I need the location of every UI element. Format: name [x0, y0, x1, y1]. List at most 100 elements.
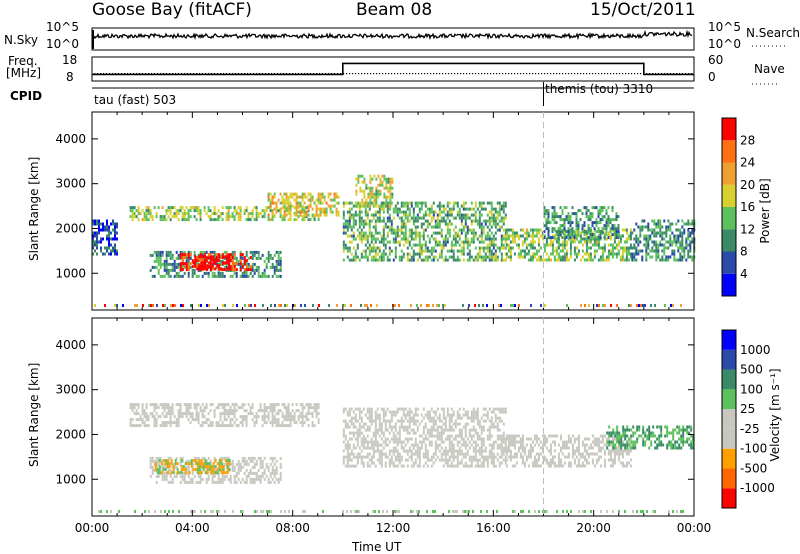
scatter-pixel	[647, 228, 650, 232]
scatter-pixel	[205, 250, 208, 254]
scatter-pixel	[470, 455, 473, 459]
nave-dot	[202, 73, 204, 75]
scatter-pixel	[155, 421, 158, 425]
scatter-pixel	[275, 201, 278, 205]
nave-dot	[616, 73, 618, 75]
scatter-pixel	[474, 234, 477, 238]
scatter-pixel	[601, 246, 604, 250]
scatter-pixel	[293, 415, 296, 419]
scatter-pixel	[237, 215, 240, 219]
scatter-pixel	[494, 243, 497, 247]
scatter-pixel	[494, 237, 497, 241]
scatter-pixel	[348, 437, 351, 441]
scatter-pixel	[488, 252, 491, 256]
scatter-pixel	[402, 407, 405, 411]
scatter-pixel	[593, 233, 596, 237]
scatter-pixel	[92, 252, 94, 256]
scatter-pixel	[149, 459, 152, 463]
scatter-pixel	[458, 416, 461, 420]
scatter-pixel	[404, 210, 407, 214]
scatter-pixel	[406, 464, 409, 468]
scatter-pixel	[412, 416, 415, 420]
scatter-pixel	[360, 437, 363, 441]
scatter-pixel	[484, 458, 487, 462]
scatter-pixel	[579, 240, 582, 244]
scatter-pixel	[277, 477, 280, 481]
scatter-pixel	[267, 259, 270, 263]
scatter-pixel	[207, 412, 210, 416]
scatter-pixel	[476, 449, 479, 453]
scatter-pixel	[621, 234, 624, 238]
scatter-pixel	[167, 268, 170, 272]
scatter-pixel	[440, 228, 443, 232]
scatter-pixel	[344, 455, 347, 459]
scatter-pixel	[488, 234, 491, 238]
scatter-pixel	[301, 403, 304, 407]
scatter-pixel	[185, 259, 188, 263]
scatter-pixel	[279, 192, 282, 196]
scatter-pixel	[335, 192, 338, 196]
scatter-pixel	[496, 437, 499, 441]
scatter-pixel	[249, 265, 252, 269]
scatter-pixel	[354, 237, 357, 241]
nave-dot	[124, 73, 126, 75]
scatter-pixel	[299, 204, 302, 208]
nave-dot	[181, 73, 183, 75]
scatter-pixel	[661, 225, 664, 229]
scatter-pixel	[177, 265, 180, 269]
scatter-pixel	[460, 240, 463, 244]
scatter-pixel	[440, 252, 443, 256]
scatter-pixel	[380, 452, 383, 456]
scatter-pixel	[460, 458, 463, 462]
scatter-pixel	[513, 237, 516, 241]
scatter-pixel	[633, 246, 636, 250]
scatter-pixel	[381, 183, 384, 187]
scatter-pixel	[432, 201, 435, 205]
scatter-pixel	[661, 234, 664, 238]
scatter-pixel	[108, 228, 110, 232]
scatter-pixel	[259, 256, 262, 260]
nave-dot	[106, 73, 108, 75]
scatter-pixel	[442, 246, 445, 250]
scatter-pixel	[354, 222, 357, 226]
scatter-pixel	[241, 271, 244, 275]
scatter-pixel	[490, 252, 493, 256]
scatter-pixel	[502, 243, 505, 247]
scatter-pixel	[511, 246, 514, 250]
scatter-pixel	[410, 231, 413, 235]
scatter-pixel	[370, 455, 373, 459]
scatter-pixel	[444, 446, 447, 450]
scatter-pixel	[438, 204, 441, 208]
scatter-pixel	[189, 215, 192, 219]
scatter-pixel	[96, 237, 98, 241]
scatter-pixel	[114, 222, 116, 226]
scatter-pixel	[649, 234, 652, 238]
scatter-pixel	[384, 252, 387, 256]
scatter-pixel	[329, 210, 332, 214]
scatter-pixel	[396, 419, 399, 423]
scatter-pixel	[270, 304, 272, 307]
scatter-pixel	[446, 258, 449, 262]
nave-dot	[649, 73, 651, 75]
scatter-pixel	[360, 455, 363, 459]
scatter-pixel	[543, 236, 546, 240]
scatter-pixel	[159, 262, 162, 266]
scatter-pixel	[667, 228, 670, 232]
scatter-pixel	[450, 443, 453, 447]
scatter-pixel	[412, 243, 415, 247]
scatter-pixel	[452, 249, 455, 253]
scatter-pixel	[587, 258, 590, 262]
scatter-pixel	[389, 192, 392, 196]
scatter-pixel	[444, 255, 447, 259]
scatter-pixel	[362, 407, 365, 411]
scatter-pixel	[253, 465, 256, 469]
scatter-pixel	[496, 428, 499, 432]
scatter-pixel	[591, 231, 594, 235]
scatter-pixel	[207, 215, 210, 219]
scatter-pixel	[283, 213, 286, 217]
scatter-pixel	[472, 440, 475, 444]
scatter-pixel	[245, 459, 248, 463]
scatter-pixel	[569, 215, 572, 219]
scatter-pixel	[569, 243, 572, 247]
scatter-pixel	[670, 304, 672, 307]
